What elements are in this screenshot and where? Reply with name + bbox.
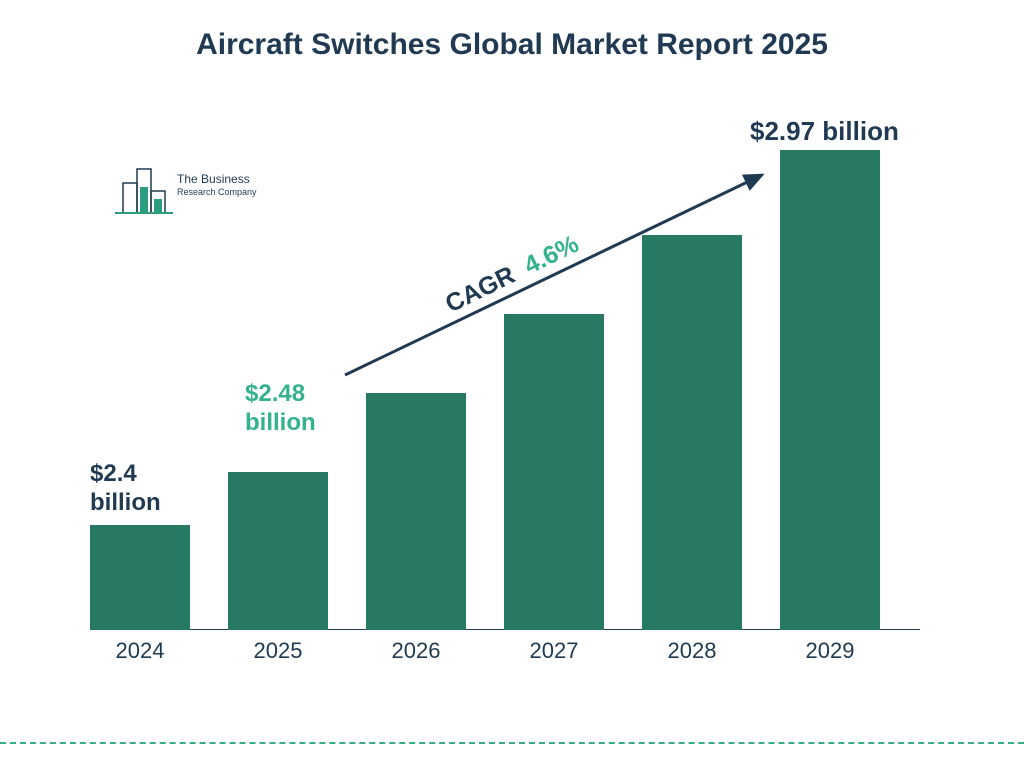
value-label-1: $2.48billion (245, 380, 316, 438)
bar-2024 (90, 525, 190, 630)
xlabel-2029: 2029 (780, 638, 880, 664)
bar-2025 (228, 472, 328, 630)
value-label-0: $2.4billion (90, 460, 161, 518)
bar-2026 (366, 393, 466, 630)
xlabel-2024: 2024 (90, 638, 190, 664)
chart-title: Aircraft Switches Global Market Report 2… (0, 28, 1024, 62)
xlabel-2025: 2025 (228, 638, 328, 664)
chart-area: CAGR 4.6% Market Size (in USD billion) 2… (90, 130, 920, 670)
bottom-dashed-line (0, 742, 1024, 744)
bar-2028 (642, 235, 742, 630)
xlabel-2028: 2028 (642, 638, 742, 664)
bar-2027 (504, 314, 604, 630)
xlabel-2026: 2026 (366, 638, 466, 664)
bar-2029 (780, 150, 880, 630)
xlabel-2027: 2027 (504, 638, 604, 664)
value-label-2: $2.97 billion (750, 116, 899, 147)
